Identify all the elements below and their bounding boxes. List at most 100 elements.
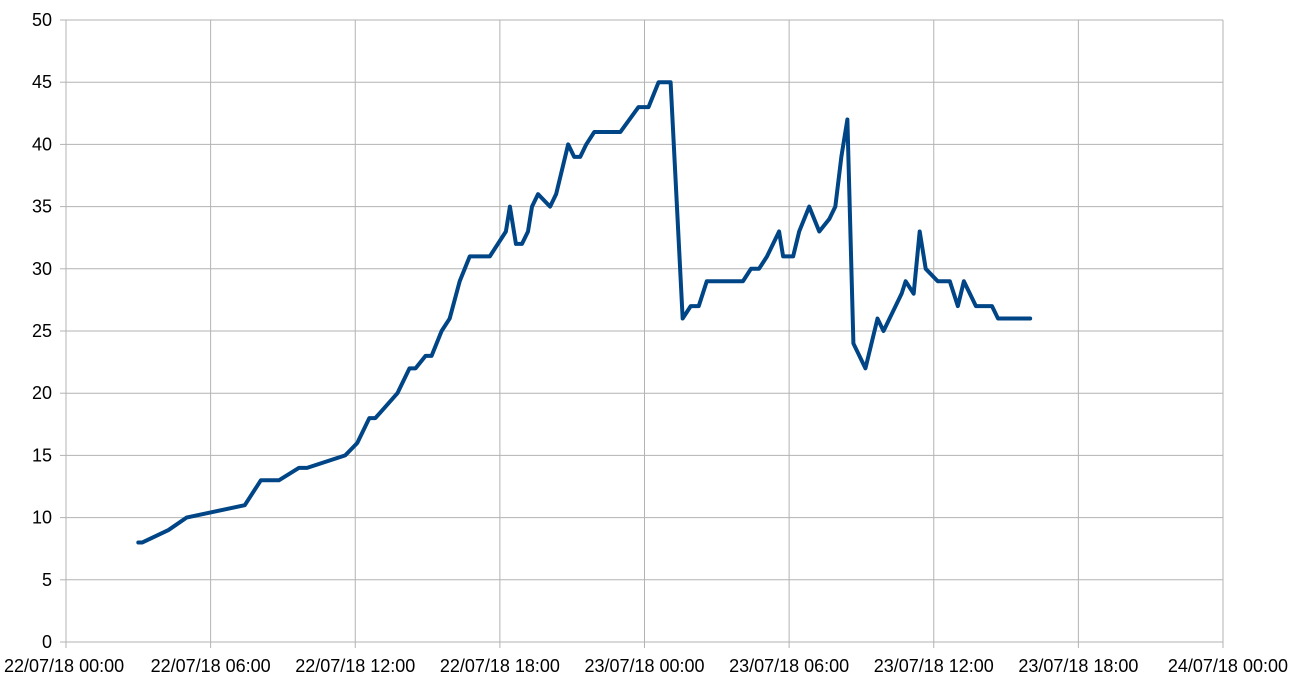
- x-tick-label: 22/07/18 06:00: [151, 656, 271, 676]
- y-tick-label: 10: [32, 508, 52, 528]
- data-point: [430, 354, 434, 358]
- data-point: [526, 229, 530, 233]
- data-point: [900, 292, 904, 296]
- data-point: [689, 304, 693, 308]
- data-point: [657, 80, 661, 84]
- y-tick-label: 40: [32, 134, 52, 154]
- x-tick-label: 24/07/18 00:00: [1168, 656, 1288, 676]
- data-point: [504, 229, 508, 233]
- data-point: [996, 317, 1000, 321]
- data-point: [343, 453, 347, 457]
- data-point: [741, 279, 745, 283]
- y-tick-label: 25: [32, 321, 52, 341]
- data-point: [520, 242, 524, 246]
- y-tick-label: 0: [42, 632, 52, 652]
- data-point: [918, 229, 922, 233]
- data-point: [548, 205, 552, 209]
- y-tick-label: 20: [32, 383, 52, 403]
- data-point: [936, 279, 940, 283]
- x-tick-label: 22/07/18 12:00: [295, 656, 415, 676]
- data-point: [530, 205, 534, 209]
- data-point: [259, 478, 263, 482]
- data-point: [781, 254, 785, 258]
- data-point: [448, 317, 452, 321]
- data-point: [882, 329, 886, 333]
- data-point: [990, 304, 994, 308]
- data-point: [136, 540, 140, 544]
- data-point: [839, 155, 843, 159]
- data-point: [647, 105, 651, 109]
- data-point: [749, 267, 753, 271]
- data-point: [367, 416, 371, 420]
- data-point: [554, 192, 558, 196]
- data-point: [243, 503, 247, 507]
- x-tick-label: 23/07/18 00:00: [584, 656, 704, 676]
- data-point: [305, 466, 309, 470]
- data-point: [757, 267, 761, 271]
- y-tick-label: 15: [32, 445, 52, 465]
- data-point: [956, 304, 960, 308]
- data-point: [833, 205, 837, 209]
- data-point: [424, 354, 428, 358]
- data-point: [440, 329, 444, 333]
- data-point: [863, 366, 867, 370]
- data-point: [373, 416, 377, 420]
- y-axis-ticks: 0 5 10 15 20 25 30 35 40 45 50: [32, 10, 66, 652]
- data-point: [251, 491, 255, 495]
- data-point: [566, 142, 570, 146]
- x-tick-label: 23/07/18 12:00: [874, 656, 994, 676]
- data-point: [536, 192, 540, 196]
- data-point: [974, 304, 978, 308]
- data-point: [827, 217, 831, 221]
- data-point: [578, 155, 582, 159]
- y-tick-label: 50: [32, 10, 52, 30]
- series-line: [136, 80, 1033, 545]
- data-point: [681, 317, 685, 321]
- data-point: [912, 292, 916, 296]
- data-point: [705, 279, 709, 283]
- x-tick-label: 22/07/18 18:00: [440, 656, 560, 676]
- data-point: [1028, 317, 1032, 321]
- data-point: [468, 254, 472, 258]
- grid: [66, 19, 1224, 642]
- data-point: [851, 341, 855, 345]
- data-point: [948, 279, 952, 283]
- x-tick-label: 23/07/18 18:00: [1018, 656, 1138, 676]
- data-point: [508, 205, 512, 209]
- data-point: [669, 80, 673, 84]
- data-point: [845, 118, 849, 122]
- data-point: [277, 478, 281, 482]
- data-point: [458, 279, 462, 283]
- series-layer: [136, 80, 1033, 545]
- data-point: [355, 441, 359, 445]
- data-point: [584, 142, 588, 146]
- data-point: [962, 279, 966, 283]
- y-tick-label: 30: [32, 259, 52, 279]
- data-point: [791, 254, 795, 258]
- data-point: [140, 540, 144, 544]
- data-point: [407, 366, 411, 370]
- x-axis-ticks: 22/07/18 00:00 22/07/18 06:00 22/07/18 12:…: [4, 642, 1288, 676]
- x-tick-label: 22/07/18 00:00: [4, 656, 124, 676]
- data-point: [414, 366, 418, 370]
- data-point: [297, 466, 301, 470]
- data-point: [514, 242, 518, 246]
- data-point: [876, 317, 880, 321]
- data-point: [166, 528, 170, 532]
- y-tick-label: 35: [32, 197, 52, 217]
- data-point: [636, 105, 640, 109]
- data-point: [697, 304, 701, 308]
- data-point: [924, 267, 928, 271]
- data-point: [488, 254, 492, 258]
- x-tick-label: 23/07/18 06:00: [729, 656, 849, 676]
- data-point: [618, 130, 622, 134]
- data-point: [185, 516, 189, 520]
- data-point: [777, 229, 781, 233]
- data-point: [817, 229, 821, 233]
- y-tick-label: 45: [32, 72, 52, 92]
- data-point: [395, 391, 399, 395]
- data-point: [904, 279, 908, 283]
- data-point: [797, 229, 801, 233]
- y-tick-label: 5: [42, 570, 52, 590]
